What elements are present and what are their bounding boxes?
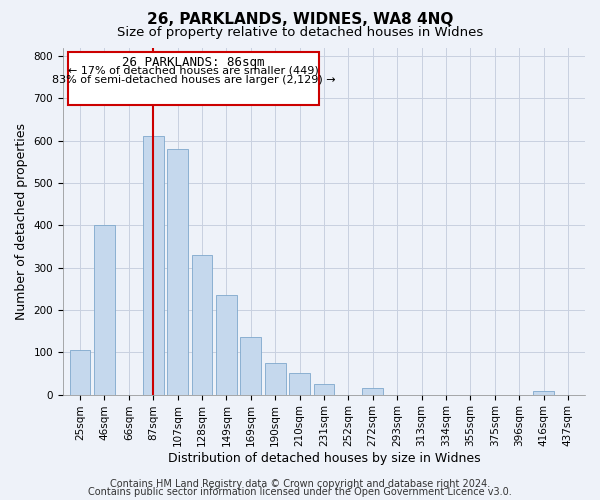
Text: ← 17% of detached houses are smaller (449): ← 17% of detached houses are smaller (44… <box>68 66 319 76</box>
Text: 83% of semi-detached houses are larger (2,129) →: 83% of semi-detached houses are larger (… <box>52 75 335 85</box>
Bar <box>289 374 310 394</box>
Bar <box>191 255 212 394</box>
Bar <box>216 295 237 394</box>
Bar <box>70 350 91 395</box>
Bar <box>533 391 554 394</box>
Bar <box>314 384 334 394</box>
Bar <box>167 149 188 394</box>
FancyBboxPatch shape <box>68 52 319 104</box>
Text: Contains HM Land Registry data © Crown copyright and database right 2024.: Contains HM Land Registry data © Crown c… <box>110 479 490 489</box>
Y-axis label: Number of detached properties: Number of detached properties <box>15 122 28 320</box>
Text: Contains public sector information licensed under the Open Government Licence v3: Contains public sector information licen… <box>88 487 512 497</box>
X-axis label: Distribution of detached houses by size in Widnes: Distribution of detached houses by size … <box>167 452 480 465</box>
Text: 26, PARKLANDS, WIDNES, WA8 4NQ: 26, PARKLANDS, WIDNES, WA8 4NQ <box>147 12 453 28</box>
Bar <box>143 136 164 394</box>
Bar <box>362 388 383 394</box>
Bar <box>94 226 115 394</box>
Text: 26 PARKLANDS: 86sqm: 26 PARKLANDS: 86sqm <box>122 56 265 69</box>
Bar <box>265 363 286 394</box>
Bar <box>241 338 261 394</box>
Text: Size of property relative to detached houses in Widnes: Size of property relative to detached ho… <box>117 26 483 39</box>
